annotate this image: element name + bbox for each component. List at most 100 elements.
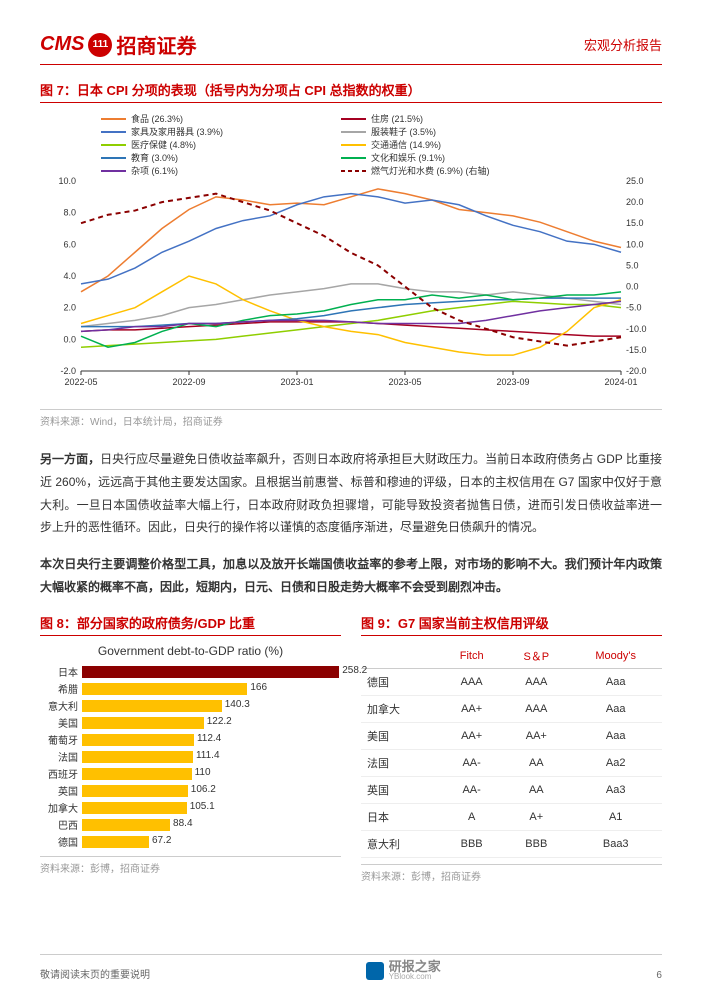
bar-row: 英国 106.2 [40, 783, 341, 799]
svg-text:2022-05: 2022-05 [64, 377, 97, 387]
svg-text:文化和娱乐 (9.1%): 文化和娱乐 (9.1%) [371, 152, 445, 163]
logo-badge-icon: 111 [88, 33, 112, 57]
table-cell: AA+ [503, 722, 569, 749]
bar-row: 加拿大 105.1 [40, 800, 341, 816]
svg-text:10.0: 10.0 [58, 176, 76, 186]
bar-label: 加拿大 [40, 800, 82, 815]
bar-label: 意大利 [40, 698, 82, 713]
svg-text:2023-09: 2023-09 [496, 377, 529, 387]
table-cell: 法国 [361, 749, 440, 776]
table-cell: Aa3 [569, 776, 662, 803]
table-cell: Baa3 [569, 830, 662, 857]
table-cell: 德国 [361, 668, 440, 695]
table-cell: 加拿大 [361, 695, 440, 722]
svg-text:5.0: 5.0 [626, 260, 639, 270]
watermark-icon [366, 962, 384, 980]
bar-label: 葡萄牙 [40, 732, 82, 747]
svg-text:-5.0: -5.0 [626, 303, 642, 313]
svg-text:0.0: 0.0 [626, 282, 639, 292]
bar-label: 英国 [40, 783, 82, 798]
table-header: Moody's [569, 644, 662, 669]
svg-text:-10.0: -10.0 [626, 324, 647, 334]
fig8-title: 图 8：部分国家的政府债务/GDP 比重 [40, 613, 341, 636]
svg-text:2024-01: 2024-01 [604, 377, 637, 387]
svg-text:服装鞋子 (3.5%): 服装鞋子 (3.5%) [371, 126, 436, 137]
bar-value: 111.4 [193, 750, 220, 761]
table-cell: A [440, 803, 503, 830]
svg-text:2023-01: 2023-01 [280, 377, 313, 387]
svg-text:10.0: 10.0 [626, 239, 644, 249]
bar-value: 67.2 [149, 835, 171, 846]
bar-label: 希腊 [40, 681, 82, 696]
fig9-table: FitchS＆PMoody's德国AAAAAAAaa加拿大AA+AAAAaa美国… [361, 644, 662, 858]
svg-text:-20.0: -20.0 [626, 366, 647, 376]
bar-value: 106.2 [188, 784, 216, 795]
fig9-column: 图 9：G7 国家当前主权信用评级 FitchS＆PMoody's德国AAAAA… [361, 613, 662, 903]
fig8-source: 资料来源：彭博，招商证券 [40, 856, 341, 875]
fig7-source: 资料来源：Wind，日本统计局，招商证券 [40, 409, 662, 428]
svg-text:8.0: 8.0 [63, 208, 76, 218]
bar-value: 88.4 [170, 818, 192, 829]
bar-label: 美国 [40, 715, 82, 730]
bar-value: 122.2 [204, 716, 232, 727]
table-cell: BBB [440, 830, 503, 857]
svg-text:15.0: 15.0 [626, 218, 644, 228]
para1-text: 日央行应尽量避免日债收益率飙升，否则日本政府将承担巨大财政压力。当前日本政府债务… [40, 452, 662, 534]
logo-area: CMS 111 招商证券 [40, 30, 196, 59]
table-row: 美国AA+AA+Aaa [361, 722, 662, 749]
table-row: 德国AAAAAAAaa [361, 668, 662, 695]
table-cell: 意大利 [361, 830, 440, 857]
table-cell: AAA [503, 695, 569, 722]
bar-value: 258.2 [339, 665, 367, 676]
table-header [361, 644, 440, 669]
table-header: S＆P [503, 644, 569, 669]
svg-text:2.0: 2.0 [63, 303, 76, 313]
page-header: CMS 111 招商证券 宏观分析报告 [40, 30, 662, 65]
svg-text:教育 (3.0%): 教育 (3.0%) [131, 152, 178, 163]
logo-prefix: CMS [40, 33, 84, 56]
bar-label: 日本 [40, 664, 82, 679]
svg-text:杂项 (6.1%): 杂项 (6.1%) [131, 166, 178, 176]
bar-row: 日本 258.2 [40, 664, 341, 680]
table-cell: AA [503, 776, 569, 803]
paragraph-2: 本次日央行主要调整价格型工具，加息以及放开长端国债收益率的参考上限，对市场的影响… [40, 553, 662, 599]
bar-row: 巴西 88.4 [40, 817, 341, 833]
table-cell: BBB [503, 830, 569, 857]
table-cell: Aaa [569, 695, 662, 722]
table-cell: 日本 [361, 803, 440, 830]
bar-value: 112.4 [194, 733, 221, 744]
bar-row: 法国 111.4 [40, 749, 341, 765]
bar-row: 德国 67.2 [40, 834, 341, 850]
table-row: 加拿大AA+AAAAaa [361, 695, 662, 722]
table-cell: Aa2 [569, 749, 662, 776]
table-row: 法国AA-AAAa2 [361, 749, 662, 776]
svg-text:-15.0: -15.0 [626, 345, 647, 355]
fig8-column: 图 8：部分国家的政府债务/GDP 比重 Government debt-to-… [40, 613, 341, 903]
table-cell: AA+ [440, 695, 503, 722]
table-cell: AA+ [440, 722, 503, 749]
bar-value: 105.1 [187, 801, 215, 812]
watermark-url: YBlook.com [389, 973, 441, 981]
bar-label: 德国 [40, 834, 82, 849]
table-cell: 美国 [361, 722, 440, 749]
svg-text:住房 (21.5%): 住房 (21.5%) [371, 113, 423, 124]
table-cell: Aaa [569, 722, 662, 749]
table-cell: 英国 [361, 776, 440, 803]
table-cell: AAA [503, 668, 569, 695]
bar-row: 美国 122.2 [40, 715, 341, 731]
fig7-chart: 食品 (26.3%)住房 (21.5%)家具及家用器具 (3.9%)服装鞋子 (… [40, 111, 662, 401]
svg-text:交通通信 (14.9%): 交通通信 (14.9%) [371, 139, 441, 150]
table-cell: A1 [569, 803, 662, 830]
para1-bold: 另一方面， [40, 452, 100, 466]
table-cell: AAA [440, 668, 503, 695]
svg-text:0.0: 0.0 [63, 334, 76, 344]
report-type: 宏观分析报告 [584, 35, 662, 54]
table-cell: Aaa [569, 668, 662, 695]
fig8-chart: 日本 258.2 希腊 166 意大利 140.3 美国 122.2 葡萄牙 1… [40, 664, 341, 850]
svg-text:-2.0: -2.0 [60, 366, 76, 376]
logo-cn: 招商证券 [116, 30, 196, 59]
fig9-title: 图 9：G7 国家当前主权信用评级 [361, 613, 662, 636]
watermark: 研报之家 YBlook.com [366, 960, 441, 981]
paragraph-1: 另一方面，日央行应尽量避免日债收益率飙升，否则日本政府将承担巨大财政压力。当前日… [40, 448, 662, 539]
svg-text:医疗保健 (4.8%): 医疗保健 (4.8%) [131, 139, 196, 150]
